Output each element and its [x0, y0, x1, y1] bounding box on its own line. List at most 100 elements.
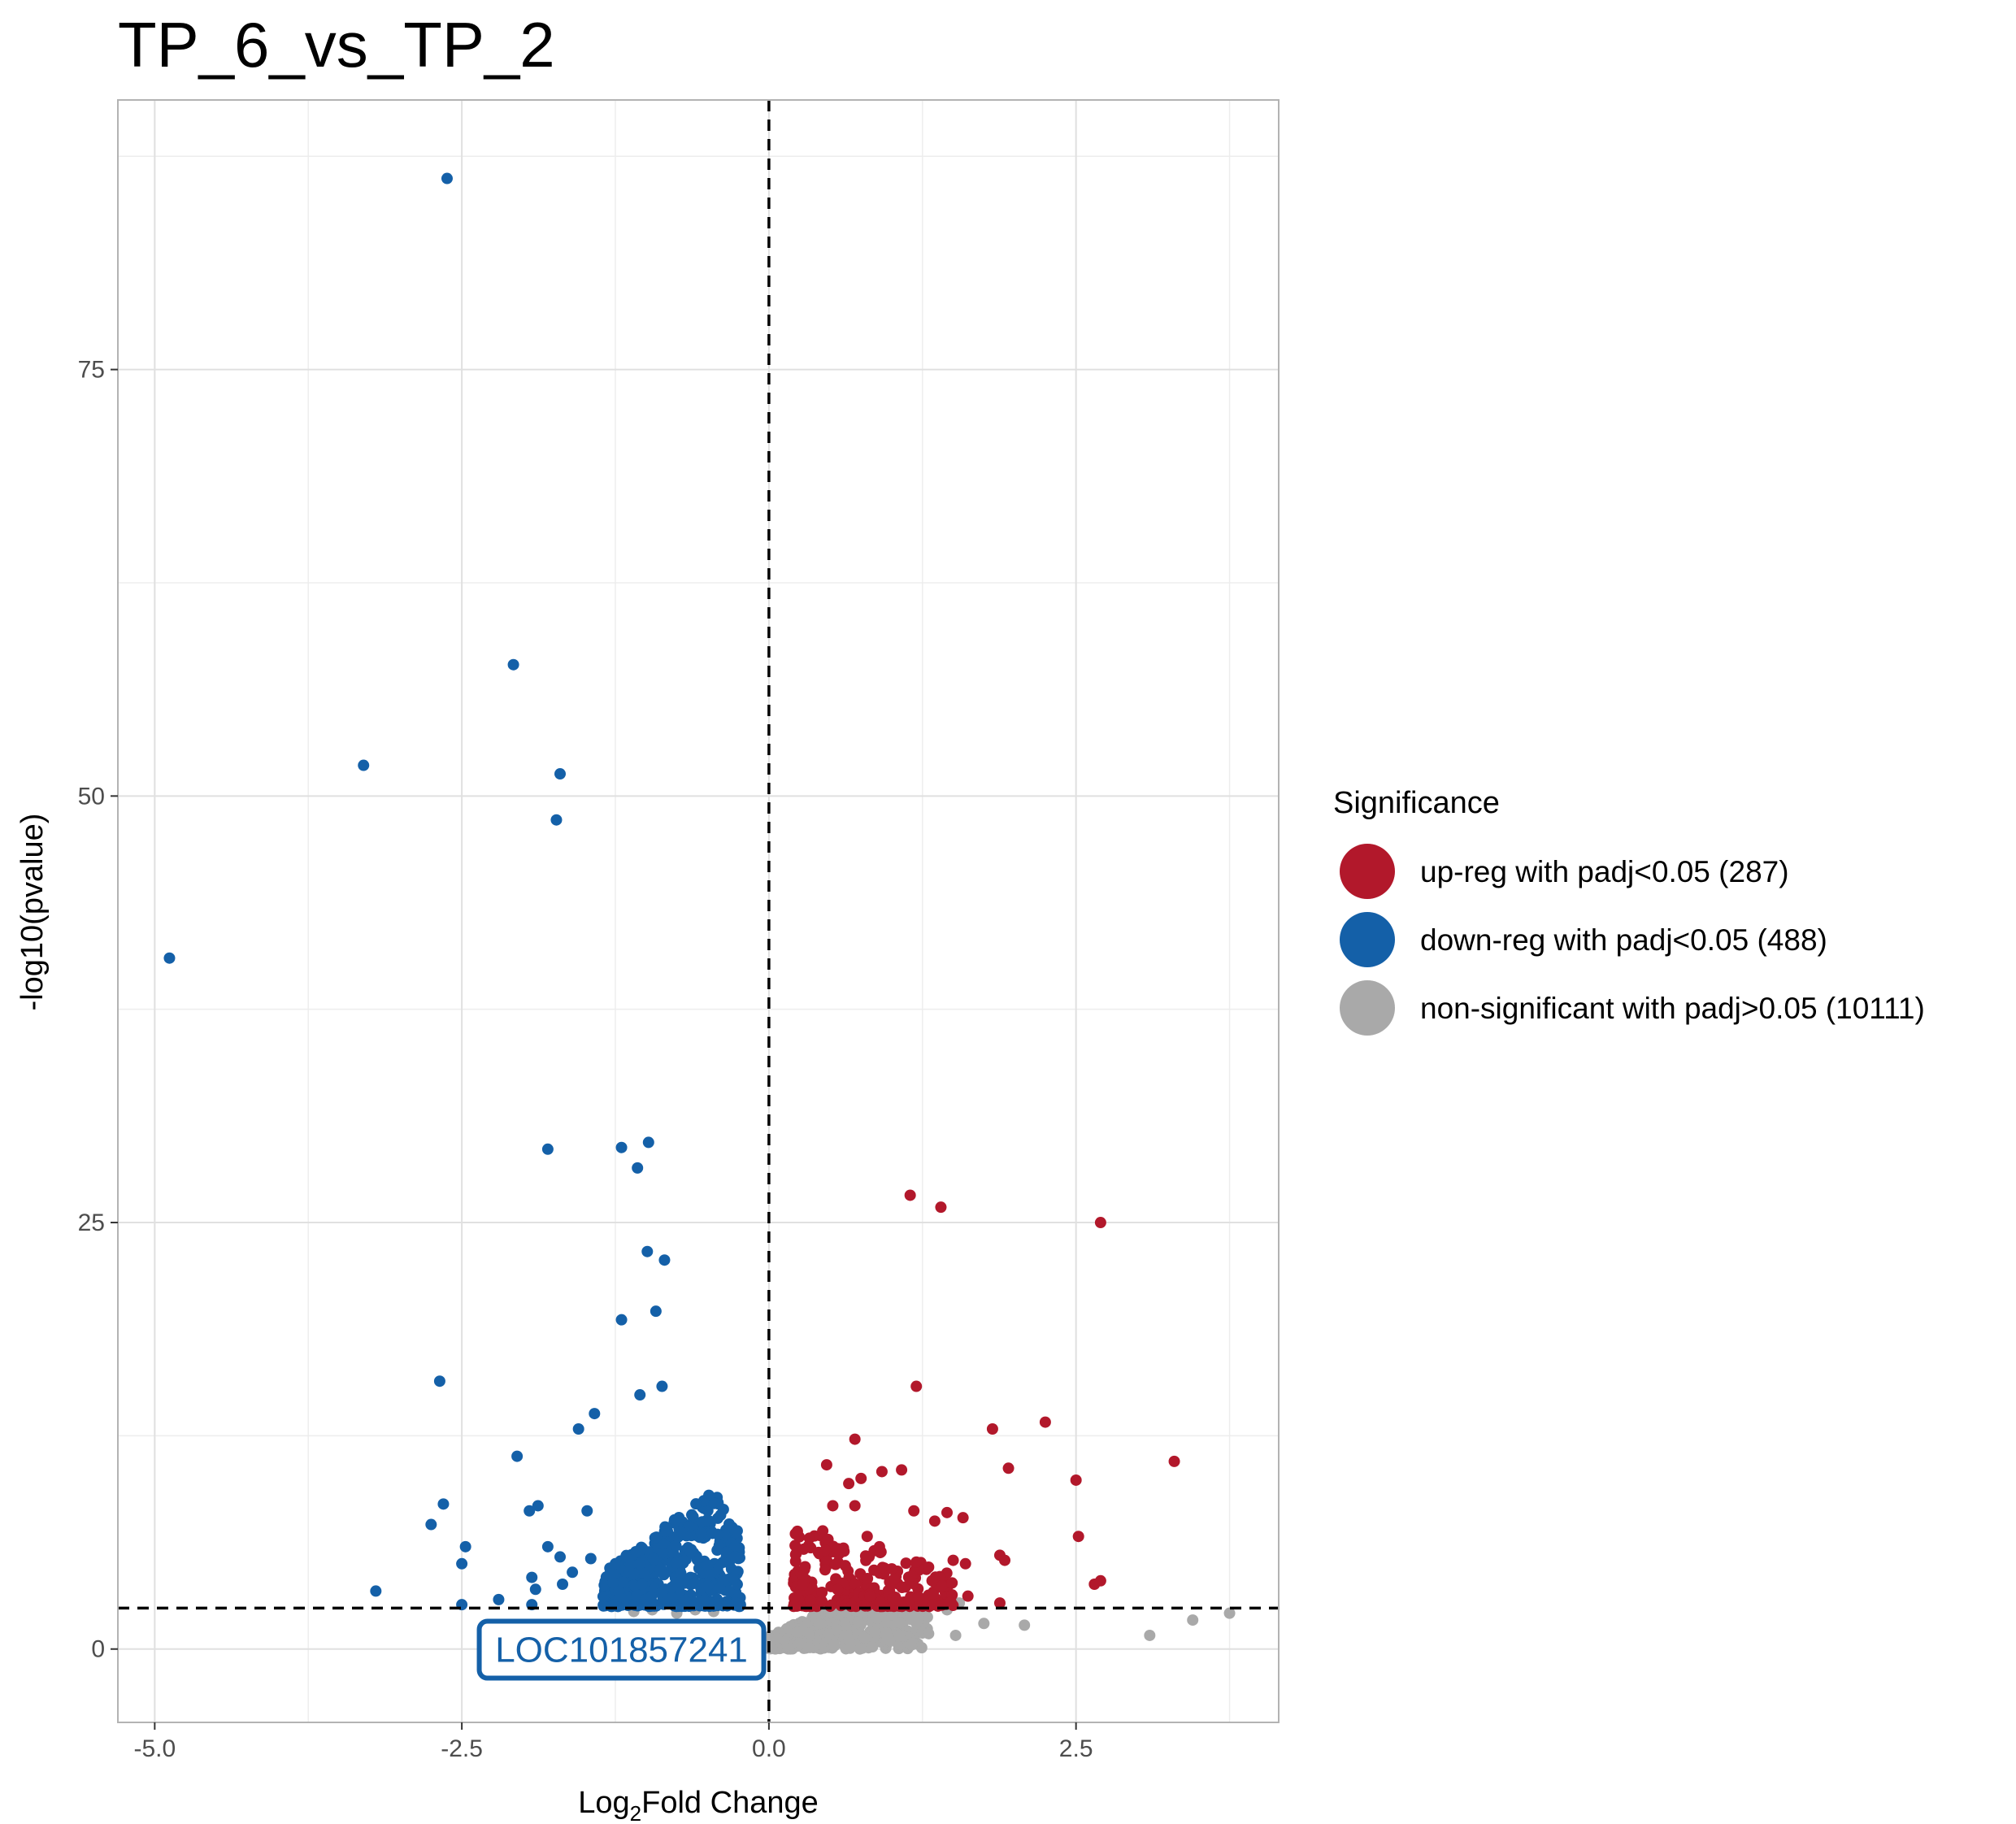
data-point [908, 1505, 920, 1517]
data-point [855, 1472, 867, 1484]
data-point [684, 1546, 697, 1558]
data-point [910, 1380, 923, 1392]
legend-label: up-reg with padj<0.05 (287) [1420, 855, 1789, 888]
data-point [884, 1635, 896, 1647]
data-point [730, 1597, 742, 1609]
data-point [716, 1557, 728, 1569]
data-point [803, 1532, 815, 1544]
data-point [862, 1573, 874, 1585]
data-point [690, 1498, 702, 1510]
panel-background [118, 100, 1279, 1722]
data-point [923, 1627, 935, 1639]
data-point [935, 1201, 947, 1214]
data-point [656, 1586, 668, 1598]
data-point [936, 1579, 948, 1592]
data-point [674, 1526, 686, 1538]
data-point [819, 1564, 831, 1576]
data-point [698, 1595, 710, 1607]
data-point [717, 1600, 729, 1612]
data-point [893, 1630, 906, 1642]
data-point [820, 1555, 832, 1567]
data-point [1019, 1619, 1031, 1631]
data-point [797, 1543, 810, 1555]
data-point [904, 1189, 916, 1201]
data-point [666, 1581, 678, 1593]
data-point [634, 1389, 646, 1401]
data-point [702, 1559, 714, 1571]
data-point [819, 1544, 832, 1557]
data-point [1072, 1531, 1084, 1543]
data-point [854, 1643, 866, 1655]
data-point [163, 952, 176, 964]
data-point [946, 1577, 958, 1589]
data-point [816, 1587, 828, 1599]
data-point [1070, 1474, 1082, 1486]
data-point [799, 1561, 811, 1573]
legend-label: non-significant with padj>0.05 (10111) [1420, 992, 1925, 1025]
data-point [802, 1626, 815, 1639]
data-point [610, 1557, 621, 1570]
data-point [804, 1594, 816, 1606]
data-point [1094, 1217, 1106, 1229]
data-point [1223, 1607, 1236, 1619]
data-point [843, 1633, 855, 1645]
data-point [425, 1518, 437, 1531]
legend-title: Significance [1333, 786, 1500, 820]
data-point [928, 1589, 940, 1601]
data-point [962, 1590, 974, 1602]
data-point [615, 1141, 628, 1153]
data-point [657, 1547, 669, 1559]
data-point [645, 1591, 657, 1603]
data-point [886, 1563, 897, 1575]
data-point [598, 1579, 610, 1592]
x-tick-label: -5.0 [133, 1735, 176, 1762]
data-point [896, 1464, 908, 1476]
data-point [711, 1528, 723, 1540]
data-point [708, 1497, 720, 1509]
data-point [1144, 1629, 1156, 1641]
data-point [634, 1557, 646, 1570]
data-point [437, 1498, 450, 1510]
data-point [636, 1579, 648, 1591]
data-point [896, 1582, 908, 1594]
data-point [986, 1422, 998, 1435]
data-point [859, 1550, 871, 1562]
data-point [957, 1512, 969, 1524]
data-point [511, 1450, 524, 1462]
data-point [529, 1583, 541, 1596]
legend: Significance up-reg with padj<0.05 (287)… [1333, 786, 1925, 1036]
data-point [507, 658, 519, 671]
x-axis-title: Log2Fold Change [578, 1786, 818, 1824]
data-point [816, 1596, 828, 1608]
data-point [717, 1504, 729, 1516]
data-point [584, 1553, 597, 1565]
data-point [636, 1567, 648, 1579]
data-point [1088, 1578, 1101, 1590]
data-point [906, 1570, 918, 1582]
data-point [666, 1592, 678, 1604]
data-point [691, 1553, 703, 1566]
data-point [828, 1639, 841, 1652]
gene-annotation: LOC101857241 [476, 1618, 767, 1681]
annotation-box [476, 1618, 767, 1681]
data-point [874, 1596, 886, 1609]
axes: -5.0 -2.5 0.0 2.5 0 25 50 75 [78, 357, 1093, 1762]
legend-swatch [1340, 912, 1395, 967]
data-point [459, 1540, 471, 1553]
data-point [793, 1626, 805, 1638]
data-point [650, 1531, 663, 1544]
data-point [613, 1585, 625, 1597]
y-tick-label: 25 [78, 1209, 105, 1236]
data-point [890, 1594, 902, 1606]
data-point [632, 1162, 644, 1174]
data-point [532, 1500, 544, 1512]
data-point [869, 1626, 881, 1638]
data-point [845, 1600, 858, 1612]
data-point [647, 1553, 659, 1565]
data-point [729, 1551, 741, 1563]
data-point [550, 814, 563, 826]
data-point [728, 1572, 740, 1584]
data-point [441, 172, 453, 185]
data-point [524, 1505, 536, 1517]
